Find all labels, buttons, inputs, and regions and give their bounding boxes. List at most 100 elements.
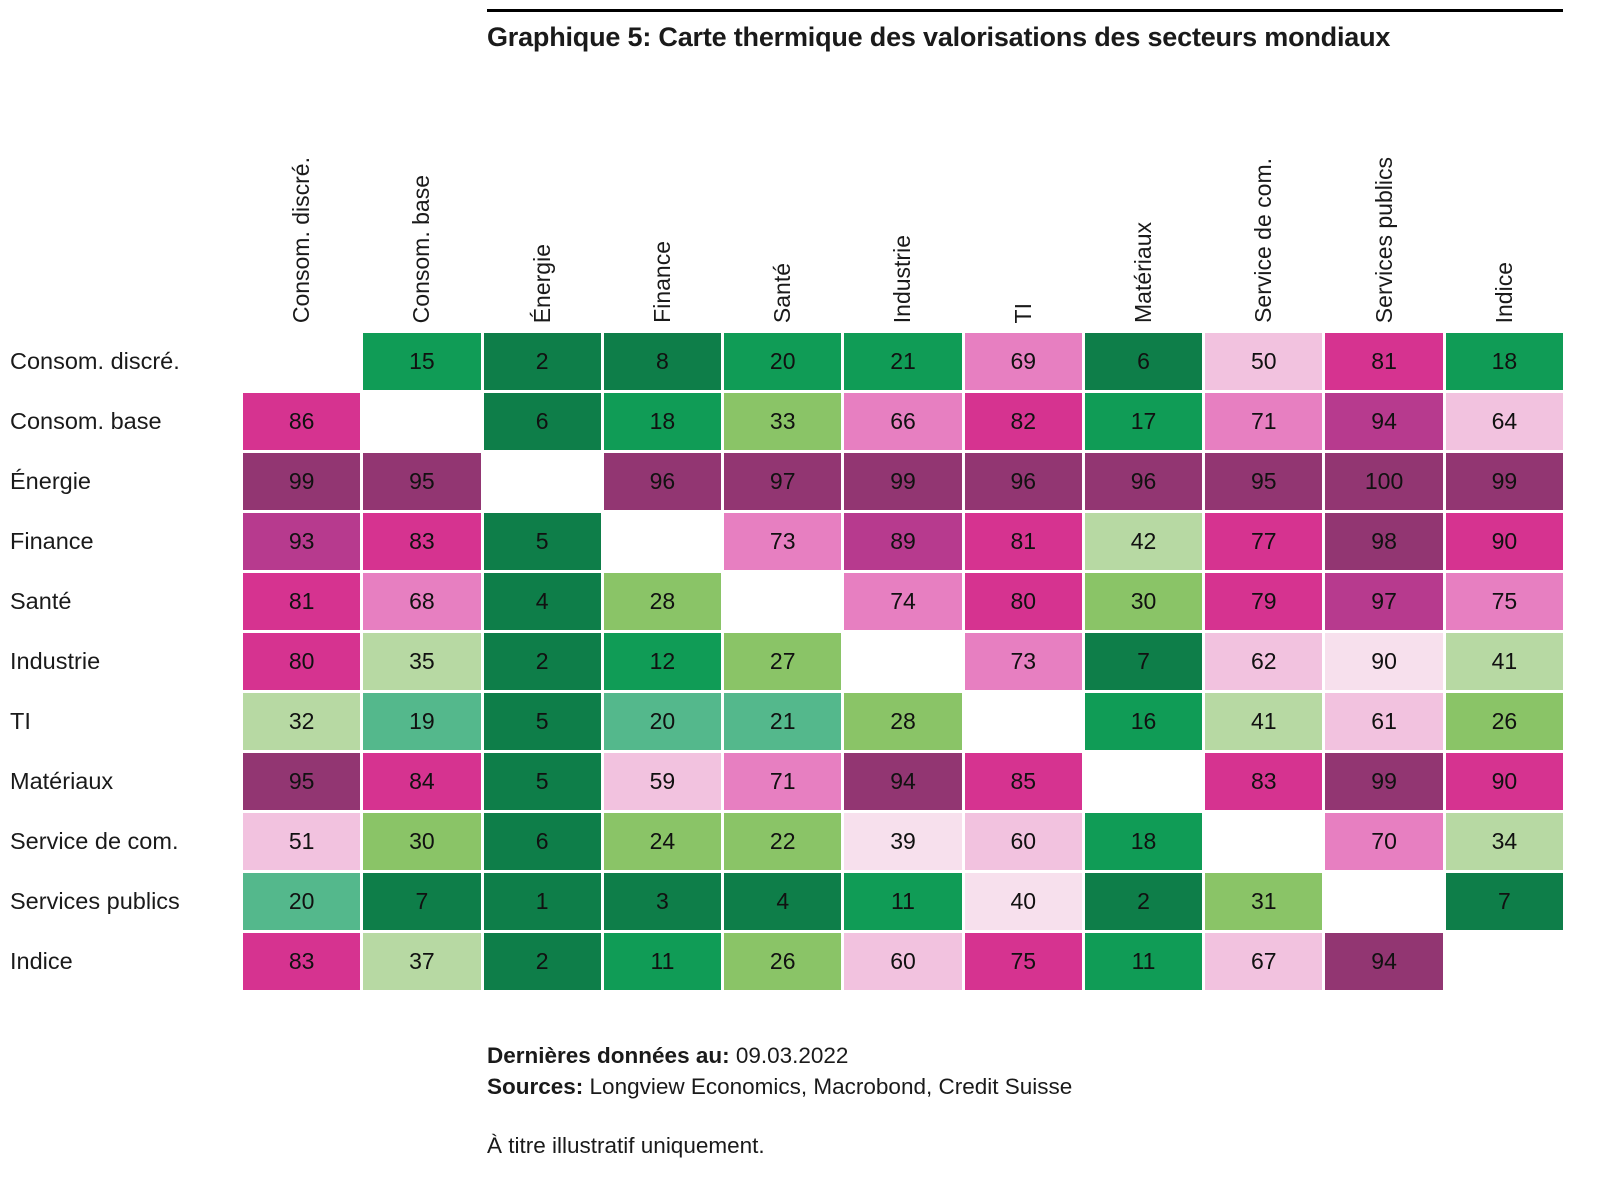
heatmap-cell: 8 <box>603 333 722 390</box>
column-header: Service de com. <box>1205 85 1322 333</box>
heatmap-cell: 90 <box>1445 513 1563 570</box>
heatmap-cell: 27 <box>724 633 842 690</box>
heatmap-cell: 97 <box>1325 573 1443 630</box>
row-label: Consom. discré. <box>0 333 240 390</box>
heatmap-cell: 99 <box>1445 453 1563 510</box>
heatmap-cell: 95 <box>363 453 481 510</box>
title-rule <box>487 9 1563 12</box>
sources-label: Sources: <box>487 1074 584 1099</box>
heatmap-cell: 30 <box>1084 573 1203 630</box>
heatmap-cell: 42 <box>1084 513 1203 570</box>
heatmap-cell: 51 <box>243 813 361 870</box>
heatmap-cell: 94 <box>1325 393 1443 450</box>
heatmap-cell: 90 <box>1325 633 1443 690</box>
heatmap-cell-empty <box>363 393 481 450</box>
heatmap-cell: 26 <box>1445 693 1563 750</box>
heatmap-cell: 94 <box>1325 933 1443 990</box>
heatmap-cell: 34 <box>1445 813 1563 870</box>
heatmap-cell: 18 <box>1445 333 1563 390</box>
heatmap-cell: 66 <box>844 393 962 450</box>
heatmap-cell: 84 <box>363 753 481 810</box>
heatmap-cell: 18 <box>1084 813 1203 870</box>
column-header-label: Finance <box>648 241 675 323</box>
chart-title: Graphique 5: Carte thermique des valoris… <box>487 22 1391 52</box>
heatmap-cell: 7 <box>363 873 481 930</box>
heatmap-cell: 28 <box>603 573 722 630</box>
heatmap-cell: 96 <box>603 453 722 510</box>
heatmap-cell: 26 <box>724 933 842 990</box>
heatmap-cell: 75 <box>964 933 1082 990</box>
heatmap-cell: 82 <box>964 393 1082 450</box>
column-header-label: Consom. base <box>408 174 435 323</box>
row-label: Services publics <box>0 873 240 930</box>
column-header-label: Santé <box>769 262 796 323</box>
heatmap-cell: 2 <box>483 933 601 990</box>
heatmap-cell: 41 <box>1445 633 1563 690</box>
column-header: Consom. discré. <box>243 85 360 333</box>
heatmap-cell: 100 <box>1325 453 1443 510</box>
heatmap-cell-empty <box>603 513 722 570</box>
column-header-label: Service de com. <box>1250 158 1277 323</box>
last-data-label: Dernières données au: <box>487 1043 730 1068</box>
heatmap-cell: 7 <box>1445 873 1563 930</box>
heatmap-cell: 6 <box>483 393 601 450</box>
column-headers: Consom. discré. Consom. base Énergie Financ… <box>0 85 1563 333</box>
heatmap-cell: 98 <box>1325 513 1443 570</box>
column-header: Indice <box>1446 85 1563 333</box>
heatmap-cell: 21 <box>724 693 842 750</box>
heatmap-cell: 75 <box>1445 573 1563 630</box>
heatmap-cell: 24 <box>603 813 722 870</box>
row-label: Consom. base <box>0 393 240 450</box>
disclaimer: À titre illustratif uniquement. <box>487 1133 765 1158</box>
heatmap-cell: 35 <box>363 633 481 690</box>
heatmap-cell: 4 <box>724 873 842 930</box>
sources-value: Longview Economics, Macrobond, Credit Su… <box>583 1074 1073 1099</box>
row-label: Santé <box>0 573 240 630</box>
heatmap-cell: 60 <box>844 933 962 990</box>
header-spacer <box>0 85 240 333</box>
column-header: Énergie <box>484 85 601 333</box>
last-data-line: Dernières données au: 09.03.2022 <box>487 1040 1072 1071</box>
heatmap-cell: 2 <box>483 633 601 690</box>
heatmap-cell: 99 <box>243 453 361 510</box>
column-header: TI <box>965 85 1082 333</box>
heatmap-cell: 62 <box>1205 633 1323 690</box>
heatmap-cell: 2 <box>483 333 601 390</box>
heatmap-cell: 97 <box>724 453 842 510</box>
heatmap-cell: 18 <box>603 393 722 450</box>
heatmap-cell: 61 <box>1325 693 1443 750</box>
column-header: Consom. base <box>363 85 480 333</box>
heatmap-cell: 70 <box>1325 813 1443 870</box>
column-header: Finance <box>604 85 721 333</box>
heatmap-cell: 79 <box>1205 573 1323 630</box>
column-header: Santé <box>724 85 841 333</box>
heatmap-cell: 99 <box>844 453 962 510</box>
heatmap-cell: 30 <box>363 813 481 870</box>
column-header-label: Matériaux <box>1130 222 1157 323</box>
column-header-label: Énergie <box>528 243 555 323</box>
heatmap-cell: 2 <box>1084 873 1203 930</box>
heatmap-cell: 28 <box>844 693 962 750</box>
heatmap-cell: 99 <box>1325 753 1443 810</box>
heatmap-cell: 6 <box>483 813 601 870</box>
last-data-value: 09.03.2022 <box>729 1043 849 1068</box>
heatmap-cell: 74 <box>844 573 962 630</box>
heatmap-cell: 5 <box>483 693 601 750</box>
heatmap-cell: 71 <box>1205 393 1323 450</box>
column-header-label: Industrie <box>889 234 916 323</box>
heatmap-cell-empty <box>844 633 962 690</box>
heatmap-cell: 39 <box>844 813 962 870</box>
heatmap-cell: 81 <box>1325 333 1443 390</box>
heatmap-cell: 90 <box>1445 753 1563 810</box>
heatmap-cell: 11 <box>603 933 722 990</box>
row-label: Matériaux <box>0 753 240 810</box>
heatmap-cell: 32 <box>243 693 361 750</box>
heatmap-cell-empty <box>1205 813 1323 870</box>
heatmap-cell-empty <box>1325 873 1443 930</box>
row-label: Énergie <box>0 453 240 510</box>
heatmap-cell: 22 <box>724 813 842 870</box>
heatmap-cell: 6 <box>1084 333 1203 390</box>
column-header-label: Indice <box>1490 261 1517 323</box>
heatmap-cell: 67 <box>1205 933 1323 990</box>
